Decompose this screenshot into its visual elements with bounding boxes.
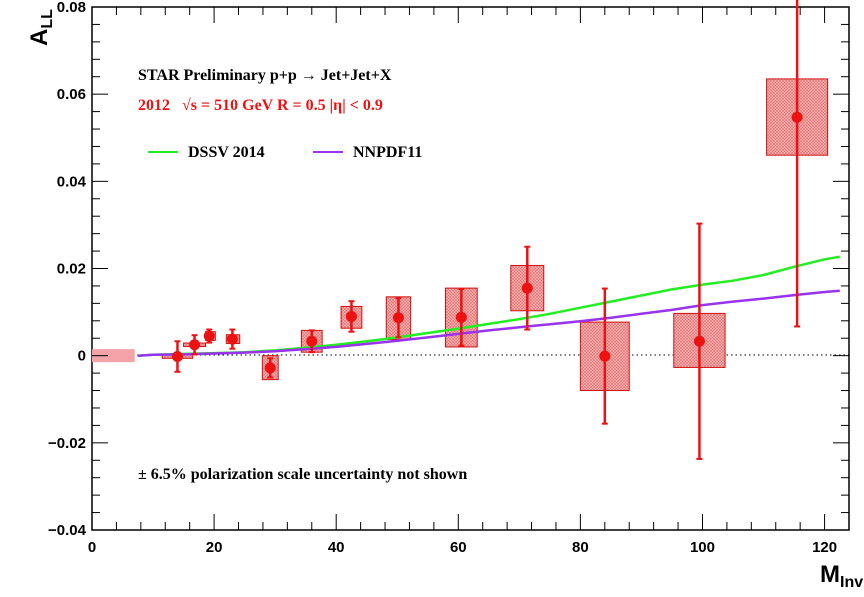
plot-frame	[91, 6, 850, 531]
x-tick-label: 0	[88, 539, 96, 556]
y-tick-label: −0.04	[48, 522, 87, 539]
nnpdf-curve	[137, 289, 840, 357]
legend-dssv-label: DSSV 2014	[188, 144, 265, 161]
x-tick-label: 60	[450, 539, 467, 556]
data-point-6	[306, 335, 318, 347]
y-tick-label: 0.04	[57, 173, 87, 190]
y-tick-label: 0.02	[57, 261, 86, 278]
y-tick-label: −0.02	[48, 435, 86, 452]
x-axis-ticks: 0 20 40 60 80 100 120	[88, 7, 850, 556]
energy-label: 2012 √s = 510 GeV R = 0.5 |η| < 0.9	[138, 97, 383, 114]
legend-nnpdf-label: NNPDF11	[353, 144, 422, 161]
y-tick-label: 0	[78, 348, 86, 365]
theory-curves	[137, 255, 841, 357]
data-point-1	[171, 351, 183, 363]
year-label: 2012	[138, 97, 170, 114]
data-point-4	[226, 333, 238, 345]
x-axis-title-main: M	[820, 561, 840, 588]
data-point-3	[203, 330, 215, 342]
data-point-5	[264, 362, 276, 374]
dssv-curve	[137, 255, 841, 357]
y-axis-title-main: A	[26, 29, 53, 46]
x-tick-label: 20	[206, 539, 223, 556]
data-point-13	[791, 111, 803, 123]
x-axis-title-sub: Inv	[840, 574, 863, 591]
data-point-12	[693, 335, 705, 347]
data-points	[171, 111, 803, 374]
data-point-10	[521, 282, 533, 294]
legend: DSSV 2014 NNPDF11	[148, 144, 422, 161]
data-point-8	[392, 312, 404, 324]
kinematics-label: √s = 510 GeV R = 0.5 |η| < 0.9	[182, 97, 383, 114]
x-tick-label: 100	[690, 539, 715, 556]
data-point-9	[455, 311, 467, 323]
data-point-7	[345, 310, 357, 322]
x-tick-label: 40	[328, 539, 345, 556]
systematic-boxes	[161, 78, 829, 392]
y-tick-label: 0.06	[57, 86, 86, 103]
y-axis-title-sub: LL	[39, 9, 56, 29]
data-point-11	[599, 350, 611, 362]
relative-luminosity-band	[92, 349, 135, 363]
data-point-2	[189, 339, 201, 351]
relative-luminosity-band-rect	[92, 349, 135, 363]
polarization-note: ± 6.5% polarization scale uncertainty no…	[138, 466, 467, 483]
y-axis-ticks: −0.04 −0.02 0 0.02 0.04 0.06 0.08	[48, 0, 849, 539]
y-tick-label: 0.08	[57, 0, 86, 16]
star-preliminary-label: STAR Preliminary p+p → Jet+Jet+X	[138, 67, 392, 84]
x-tick-label: 120	[812, 539, 837, 556]
x-axis-title: MInv	[820, 561, 863, 591]
y-axis-title: ALL	[26, 9, 56, 46]
x-tick-label: 80	[572, 539, 589, 556]
